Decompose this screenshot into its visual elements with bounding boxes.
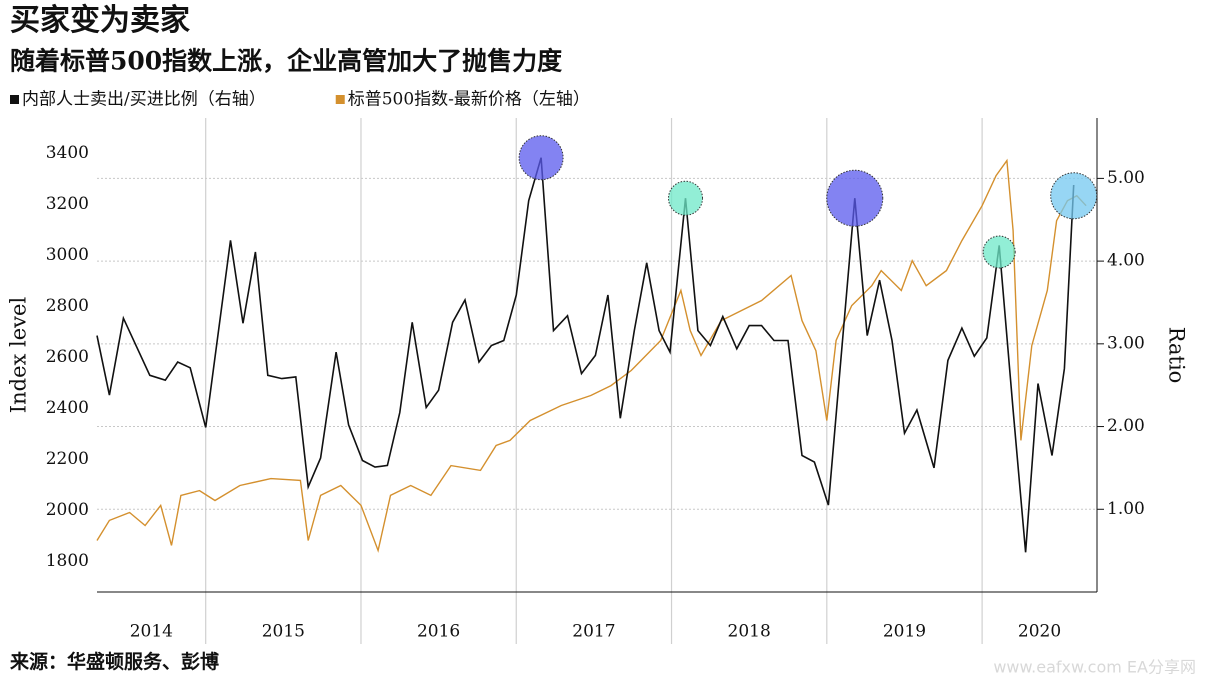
y-tick-label: 2400 bbox=[46, 398, 89, 418]
y2-tick-label: 4.00 bbox=[1107, 251, 1145, 271]
y-tick-label: 3400 bbox=[46, 143, 89, 163]
chart-subtitle: 随着标普500指数上涨，企业高管加大了抛售力度 bbox=[10, 47, 562, 76]
y-axis-label: Index level bbox=[7, 297, 31, 414]
x-tick-label: 2020 bbox=[1018, 622, 1061, 642]
y-tick-label: 1800 bbox=[46, 551, 89, 571]
watermark: www.eafxw.com EA分享网 bbox=[993, 658, 1196, 677]
y2-tick-label: 5.00 bbox=[1107, 168, 1145, 188]
series-line bbox=[96, 157, 1075, 553]
series-line bbox=[96, 158, 1087, 553]
y2-tick-label: 2.00 bbox=[1107, 416, 1145, 436]
highlight-circle bbox=[1050, 172, 1098, 220]
y-tick-label: 3200 bbox=[46, 194, 89, 214]
y2-tick-label: 3.00 bbox=[1107, 333, 1145, 353]
legend-swatch bbox=[335, 95, 345, 104]
highlight-circle bbox=[518, 135, 564, 181]
y-tick-label: 2800 bbox=[46, 296, 89, 316]
highlight-circle bbox=[982, 235, 1016, 269]
legend-label: 标普500指数-最新价格（左轴） bbox=[348, 90, 590, 110]
legend-swatch bbox=[10, 95, 19, 104]
x-tick-label: 2017 bbox=[572, 622, 615, 642]
highlight-circle bbox=[668, 180, 704, 216]
x-tick-label: 2015 bbox=[262, 622, 305, 642]
y-tick-label: 2000 bbox=[46, 500, 89, 520]
y-tick-label: 3000 bbox=[46, 245, 89, 265]
source: 来源：华盛顿服务、彭博 bbox=[10, 650, 219, 673]
x-tick-label: 2014 bbox=[130, 622, 173, 642]
chart-title: 买家变为卖家 bbox=[10, 3, 190, 38]
highlight-circle bbox=[826, 169, 884, 227]
y2-axis-label: Ratio bbox=[1165, 327, 1189, 384]
x-tick-label: 2018 bbox=[728, 622, 771, 642]
y-tick-label: 2600 bbox=[46, 347, 89, 367]
y2-tick-label: 1.00 bbox=[1107, 499, 1145, 519]
x-tick-label: 2019 bbox=[883, 622, 926, 642]
x-tick-label: 2016 bbox=[417, 622, 460, 642]
legend-label: 内部人士卖出/买进比例（右轴） bbox=[22, 90, 266, 110]
y-tick-label: 2200 bbox=[46, 449, 89, 469]
